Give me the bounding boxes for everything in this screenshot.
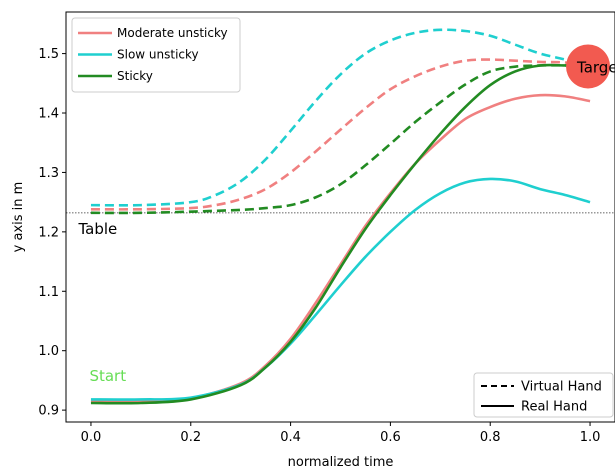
- series-line-slow-unsticky-virtual-hand: [90, 28, 591, 207]
- start-label: Start: [89, 367, 126, 385]
- axis-ticks: 0.0 0.2 0.4 0.6 0.8 1.0 0.9 1.0 1.1 1.2 1.3 1.4 1.5: [38, 47, 600, 445]
- table-annotation: Table: [66, 212, 615, 238]
- y-tick-label: 1.3: [38, 166, 59, 181]
- series-group: [90, 28, 591, 405]
- x-tick-label: 0.2: [180, 430, 201, 445]
- legend-box: [71, 17, 241, 93]
- style-legend-label: Real Hand: [521, 400, 587, 415]
- target-label: Target: [576, 58, 615, 76]
- y-tick-label: 0.9: [38, 404, 59, 419]
- x-tick-label: 1.0: [580, 430, 601, 445]
- series-line-moderate-unsticky-virtual-hand: [90, 58, 591, 211]
- x-tick-label: 0.4: [280, 430, 301, 445]
- y-tick-label: 1.4: [38, 107, 59, 122]
- y-tick-label: 1.5: [38, 47, 59, 62]
- plot-frame: [65, 11, 615, 423]
- legend-label: Slow unsticky: [117, 48, 199, 62]
- y-tick-label: 1.1: [38, 285, 59, 300]
- x-tick-label: 0.8: [480, 430, 501, 445]
- x-tick-label: 0.0: [81, 430, 102, 445]
- y-tick-label: 1.0: [38, 344, 59, 359]
- target-annotation: Target: [566, 44, 615, 89]
- y-axis-label: y axis in m: [11, 182, 26, 253]
- table-label: Table: [77, 220, 117, 238]
- style-legend-label: Virtual Hand: [521, 380, 602, 395]
- series-line-sticky-real-hand: [90, 63, 591, 405]
- x-tick-label: 0.6: [380, 430, 401, 445]
- legend-label: Moderate unsticky: [117, 26, 228, 40]
- series-line-sticky-virtual-hand: [90, 64, 591, 215]
- target-marker: [566, 44, 611, 89]
- style-legend: Virtual Hand Real Hand: [473, 372, 614, 418]
- legend: Moderate unsticky Slow unsticky Sticky: [71, 17, 241, 93]
- y-tick-label: 1.2: [38, 225, 59, 240]
- series-line-moderate-unsticky-real-hand: [90, 93, 591, 403]
- x-axis-label: normalized time: [288, 455, 394, 470]
- legend-label: Sticky: [117, 69, 153, 83]
